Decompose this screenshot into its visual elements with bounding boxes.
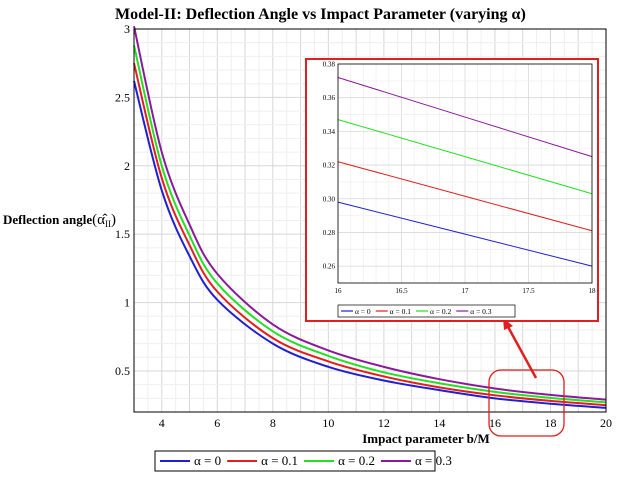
inset-y-tick-label-0-34: 0.34 bbox=[323, 128, 336, 136]
inset-y-tick-label-0-26: 0.26 bbox=[323, 263, 336, 271]
legend-box bbox=[154, 450, 436, 472]
inset-series-lines bbox=[337, 77, 593, 267]
inset-y-tick-label-0-32: 0.32 bbox=[323, 162, 336, 170]
x-tick-label-20: 20 bbox=[600, 416, 612, 430]
inset-legend-label-0: α = 0 bbox=[355, 307, 371, 316]
y-tick-labels: 0.5 1 1.5 2 2.5 3 bbox=[115, 22, 130, 378]
x-tick-label-12: 12 bbox=[378, 416, 390, 430]
inset-x-tick-label-16-5: 16.5 bbox=[395, 287, 408, 295]
series-line-alpha-0 bbox=[133, 80, 607, 409]
series-line-alpha-0-3 bbox=[133, 26, 607, 401]
inset-series-line-1 bbox=[337, 161, 593, 232]
x-tick-label-10: 10 bbox=[322, 416, 334, 430]
y-axis-label-symbol: (α̂ bbox=[92, 212, 108, 228]
y-tick-label-1-5: 1.5 bbox=[115, 227, 130, 241]
x-axis-label: Impact parameter b/M bbox=[362, 431, 490, 446]
y-tick-label-3: 3 bbox=[124, 22, 130, 36]
inset-legend-label-3: α = 0.3 bbox=[470, 307, 492, 316]
inset-x-tick-label-17: 17 bbox=[462, 287, 470, 295]
zoom-highlight-box bbox=[488, 369, 565, 437]
inset-legend-label-1: α = 0.1 bbox=[390, 307, 412, 316]
legend-label-2: α = 0.2 bbox=[338, 453, 375, 468]
inset-y-tick-labels: 0.26 0.28 0.30 0.32 0.34 0.36 0.38 bbox=[323, 61, 336, 271]
inset-series-line-2 bbox=[337, 119, 593, 195]
inset-y-tick-label-0-30: 0.30 bbox=[323, 195, 336, 203]
x-tick-label-8: 8 bbox=[270, 416, 276, 430]
inset-y-tick-label-0-36: 0.36 bbox=[323, 94, 336, 102]
y-tick-label-2: 2 bbox=[124, 159, 130, 173]
x-tick-label-18: 18 bbox=[544, 416, 556, 430]
x-tick-label-16: 16 bbox=[489, 416, 501, 430]
chart-title: Model-II: Deflection Angle vs Impact Par… bbox=[115, 6, 526, 23]
inset-y-tick-label-0-38: 0.38 bbox=[323, 61, 336, 69]
inset-y-tick-label-0-28: 0.28 bbox=[323, 229, 336, 237]
y-tick-label-0-5: 0.5 bbox=[115, 364, 130, 378]
legend: α = 0 α = 0.1 α = 0.2 α = 0.3 bbox=[160, 453, 452, 468]
y-axis-label-subscript: II bbox=[105, 219, 111, 229]
zoom-arrow-shaft bbox=[505, 324, 538, 379]
y-axis-label-close: ) bbox=[111, 212, 116, 228]
x-tick-labels: 4 6 8 10 12 14 16 18 20 bbox=[159, 416, 612, 430]
main-plot-frame bbox=[133, 28, 607, 413]
inset-x-tick-label-18: 18 bbox=[589, 287, 597, 295]
y-axis-label: Deflection angle(α̂II) bbox=[3, 212, 116, 229]
x-tick-label-6: 6 bbox=[214, 416, 220, 430]
y-tick-label-2-5: 2.5 bbox=[115, 90, 130, 104]
x-tick-label-14: 14 bbox=[433, 416, 445, 430]
legend-label-0: α = 0 bbox=[194, 453, 221, 468]
inset-x-tick-labels: 16 16.5 17 17.5 18 bbox=[335, 287, 597, 295]
series-line-alpha-0-2 bbox=[133, 45, 607, 404]
x-tick-label-4: 4 bbox=[159, 416, 165, 430]
inset-x-tick-label-16: 16 bbox=[335, 287, 343, 295]
inset-legend-label-2: α = 0.2 bbox=[430, 307, 452, 316]
y-tick-label-1: 1 bbox=[124, 296, 130, 310]
inset-legend: α = 0 α = 0.1 α = 0.2 α = 0.3 bbox=[341, 307, 492, 316]
legend-label-1: α = 0.1 bbox=[261, 453, 298, 468]
inset-plot-frame bbox=[337, 63, 593, 284]
series-line-alpha-0-1 bbox=[133, 62, 607, 407]
legend-label-3: α = 0.3 bbox=[415, 453, 452, 468]
y-axis-label-text: Deflection angle bbox=[3, 212, 92, 227]
inset-x-tick-label-17-5: 17.5 bbox=[522, 287, 535, 295]
inset-grid bbox=[337, 63, 593, 284]
inset-series-line-0 bbox=[337, 201, 593, 267]
inset-series-line-3 bbox=[337, 77, 593, 158]
main-series-lines bbox=[133, 26, 607, 409]
